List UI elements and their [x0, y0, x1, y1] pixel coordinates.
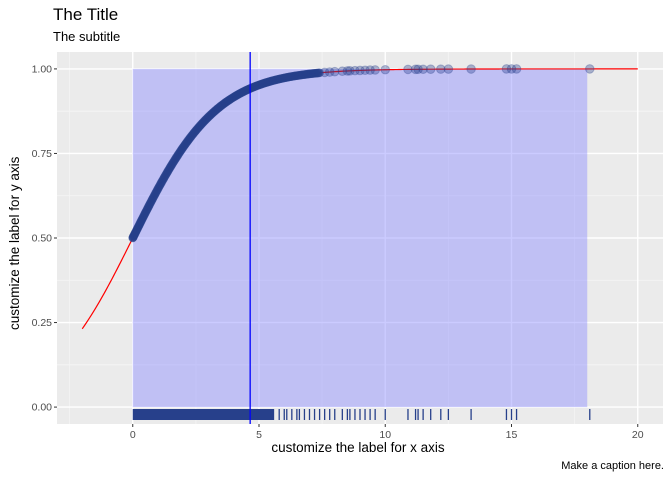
data-point — [466, 64, 476, 74]
x-tick-label: 20 — [632, 429, 644, 441]
data-point — [443, 64, 454, 74]
data-point — [350, 65, 360, 76]
x-tick-label: 10 — [379, 429, 391, 441]
y-tick-label: 0.50 — [32, 233, 53, 245]
y-tick-label: 0.25 — [32, 317, 53, 329]
x-tick-label: 0 — [130, 429, 136, 441]
x-axis-label: customize the label for x axis — [271, 440, 445, 455]
x-tick-label: 15 — [506, 429, 518, 441]
y-tick-label: 1.00 — [32, 63, 53, 75]
chart-caption: Make a caption here. — [561, 460, 664, 472]
y-tick-label: 0.75 — [32, 148, 53, 160]
y-tick-label: 0.00 — [32, 402, 53, 414]
data-point — [315, 68, 324, 78]
data-point — [365, 65, 375, 75]
data-point — [342, 66, 353, 76]
data-point — [418, 64, 428, 75]
chart-title: The Title — [53, 5, 119, 24]
rug-dense — [132, 409, 275, 420]
data-point — [370, 65, 380, 75]
y-axis-label: customize the label for y axis — [7, 156, 22, 330]
x-tick-label: 5 — [256, 429, 262, 441]
data-point — [345, 66, 355, 76]
shaded-region — [132, 68, 588, 408]
data-point — [337, 66, 348, 77]
data-point — [410, 64, 421, 75]
data-point — [584, 64, 595, 74]
data-point — [425, 64, 436, 74]
data-point — [319, 67, 330, 78]
data-point — [436, 64, 446, 74]
data-point — [360, 65, 370, 76]
data-point — [380, 64, 391, 75]
data-point — [413, 64, 423, 75]
data-point — [355, 65, 365, 76]
data-point — [506, 64, 517, 74]
data-point — [324, 67, 335, 77]
data-point — [403, 64, 413, 75]
data-point — [329, 66, 340, 77]
data-point — [501, 64, 512, 74]
data-point — [511, 64, 522, 74]
chart-subtitle: The subtitle — [53, 29, 121, 44]
